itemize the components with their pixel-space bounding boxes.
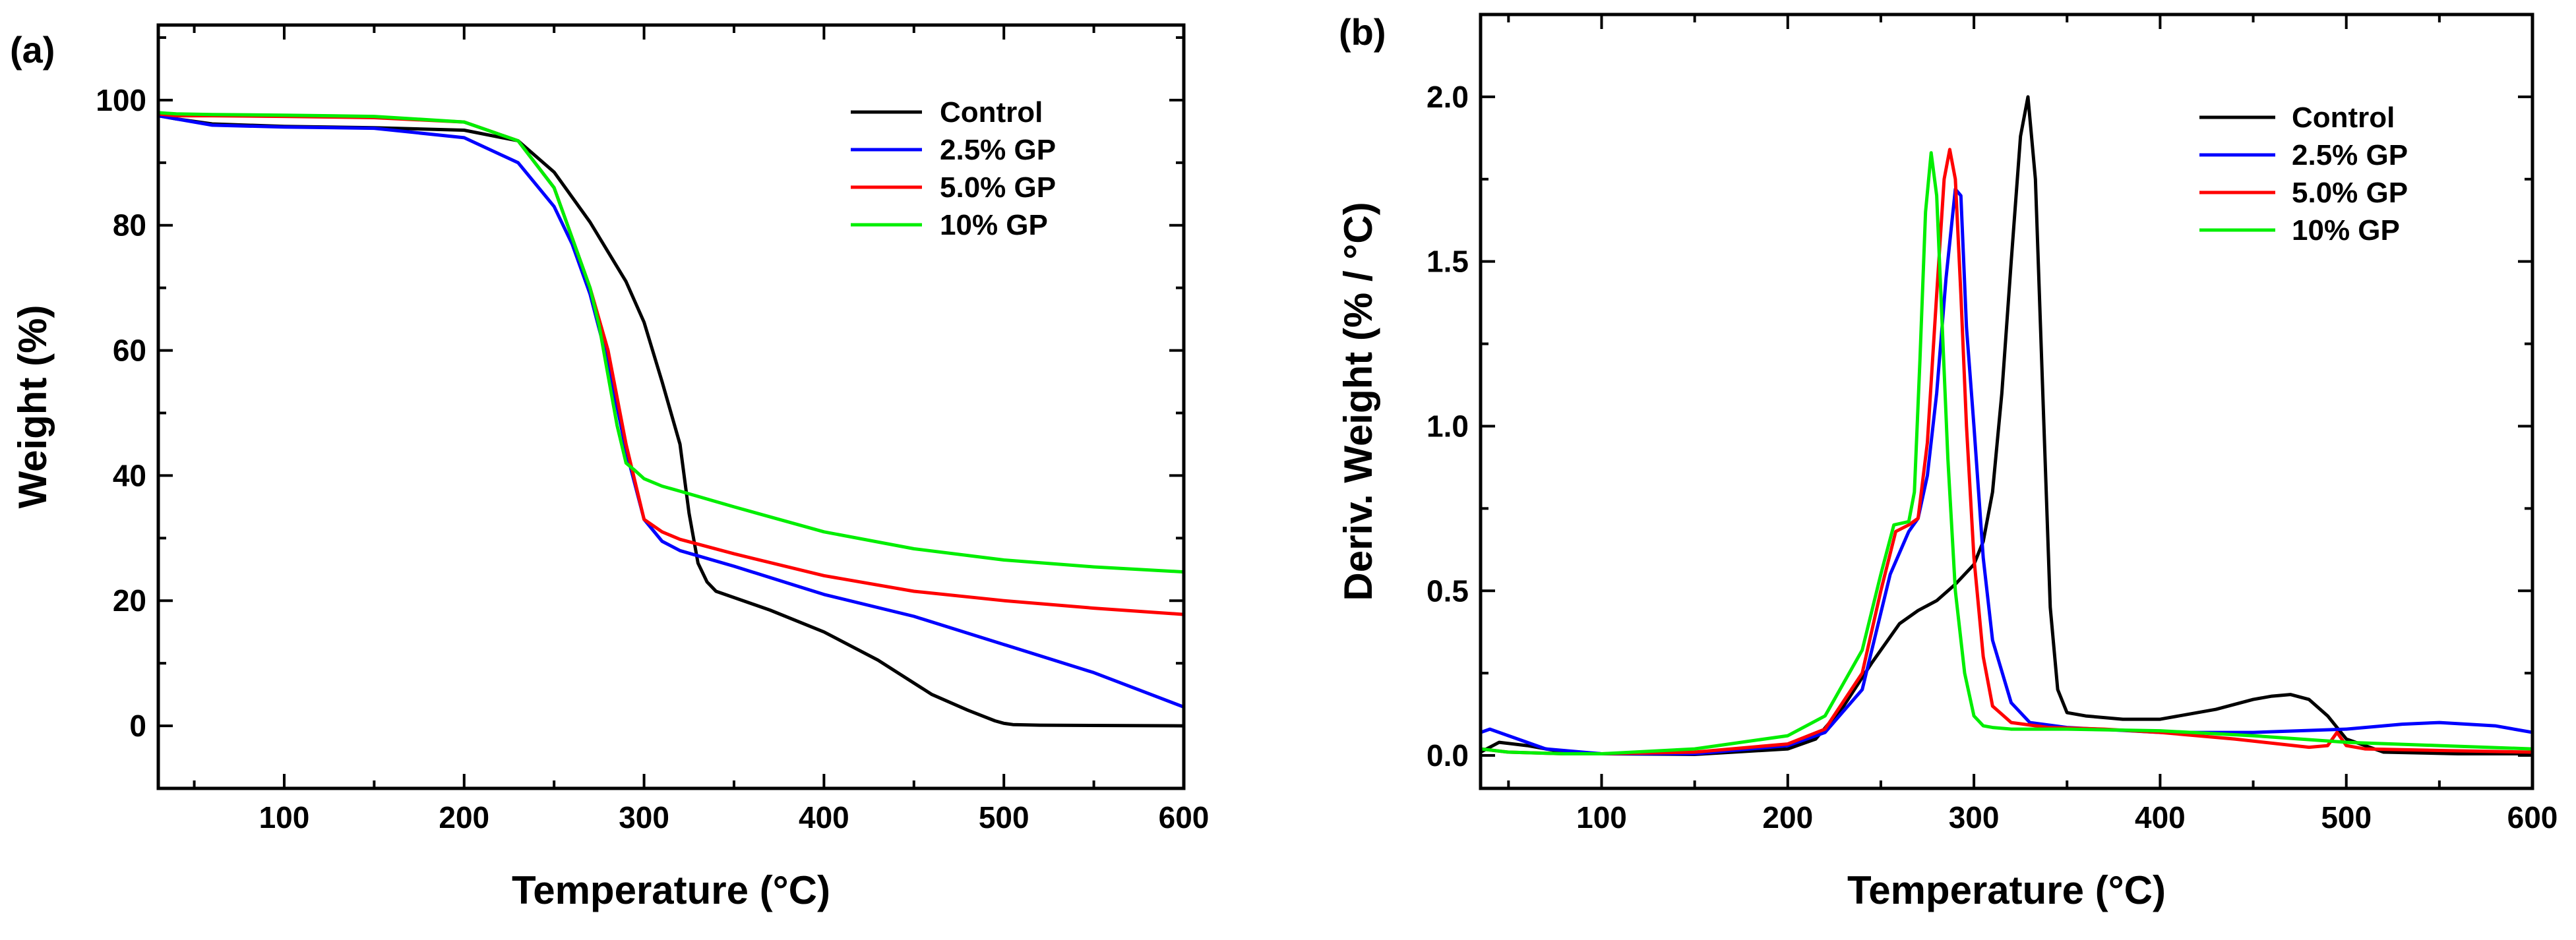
x-tick-label: 500 <box>2321 800 2372 835</box>
x-tick-label: 100 <box>1576 800 1627 835</box>
series-line-10-gp <box>158 111 1184 574</box>
x-tick-label: 500 <box>979 800 1029 835</box>
x-axis-title: Temperature (°C) <box>1847 868 2166 912</box>
y-tick-label: 1.5 <box>1426 245 1469 279</box>
series-line-5-0-gp <box>1481 148 2532 755</box>
y-tick-label: 60 <box>113 334 146 368</box>
panel-label: (a) <box>10 29 55 71</box>
x-axis-title: Temperature (°C) <box>512 868 830 912</box>
x-tick-label: 300 <box>1949 800 2000 835</box>
legend-label: 2.5% GP <box>940 134 1056 166</box>
plot-frame <box>156 23 1186 790</box>
y-tick-label: 0.5 <box>1426 573 1469 608</box>
plot-frame <box>1479 13 2534 790</box>
panel-b-dtg-derivative-chart: 100 200 300 400 500 600 0.0 0.5 1.0 1.5 2.0 Tempera… <box>1336 11 2558 912</box>
series-line-2-5-gp <box>158 114 1184 709</box>
panel-label: (b) <box>1339 11 1386 53</box>
x-tick-label: 400 <box>2135 800 2186 835</box>
legend-label: Control <box>2292 102 2395 134</box>
legend-label: 10% GP <box>2292 214 2400 247</box>
y-tick-label: 100 <box>96 83 146 117</box>
y-tick-label: 80 <box>113 208 146 243</box>
x-tick-label: 400 <box>799 800 849 835</box>
x-tick-label: 200 <box>439 800 489 835</box>
y-tick-label: 40 <box>113 458 146 492</box>
series-line-control <box>158 114 1184 728</box>
series-line-2-5-gp <box>1481 187 2532 755</box>
y-axis-title: Weight (%) <box>11 305 55 509</box>
series-line-control <box>1481 95 2532 756</box>
x-tick-label: 100 <box>259 800 310 835</box>
x-tick-label: 300 <box>619 800 669 835</box>
y-tick-label: 20 <box>113 583 146 618</box>
legend-label: 5.0% GP <box>2292 177 2408 209</box>
y-tick-label: 0 <box>129 709 146 743</box>
panel-a-tga-weight-chart: 100 200 300 400 500 600 0 20 40 60 80 100 Temperatur… <box>10 23 1210 912</box>
y-tick-label: 1.0 <box>1426 409 1469 443</box>
series-line-10-gp <box>1481 151 2532 755</box>
legend-label: 5.0% GP <box>940 171 1056 204</box>
legend-label: Control <box>940 96 1043 129</box>
y-tick-label: 0.0 <box>1426 738 1469 773</box>
x-tick-label: 600 <box>1159 800 1210 835</box>
x-tick-label: 600 <box>2507 800 2558 835</box>
y-tick-label: 2.0 <box>1426 80 1469 114</box>
legend-label: 2.5% GP <box>2292 139 2408 171</box>
x-tick-label: 200 <box>1762 800 1813 835</box>
legend-label: 10% GP <box>940 209 1048 241</box>
y-axis-title: Deriv. Weight (% / °C) <box>1336 202 1380 601</box>
